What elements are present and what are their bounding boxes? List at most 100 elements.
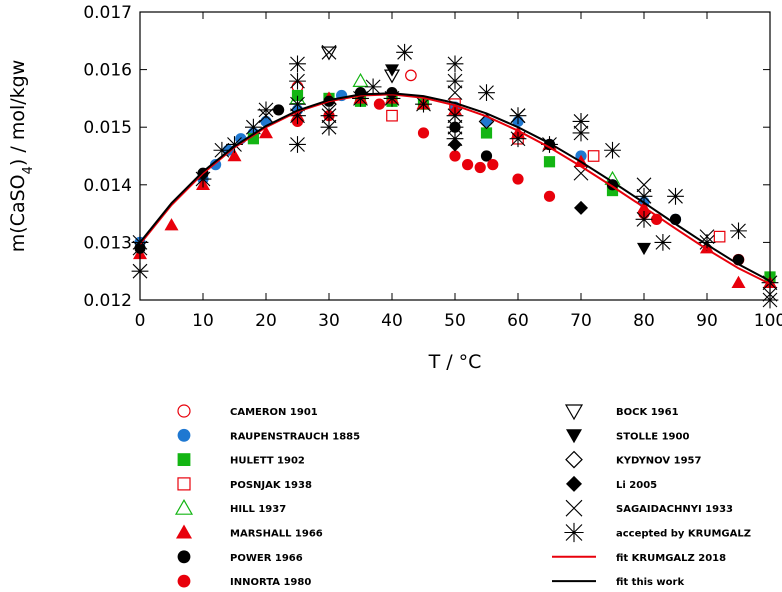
legend: CAMERON 1901 RAUPENSTRAUCH 1885 HULETT 190… xyxy=(174,404,751,588)
y-tick-label: 0.014 xyxy=(83,176,132,196)
data-point xyxy=(604,141,621,159)
x-tick-label: 90 xyxy=(696,311,718,331)
legend-entry: SAGAIDACHNYI 1933 xyxy=(565,499,733,517)
x-axis-title: T / °C xyxy=(428,351,482,373)
x-tick-label: 20 xyxy=(255,311,277,331)
data-point xyxy=(480,150,493,162)
x-tick-label: 0 xyxy=(135,311,146,331)
data-point xyxy=(654,234,672,251)
legend-entry: POSNJAK 1938 xyxy=(177,477,312,491)
data-point xyxy=(606,184,619,197)
data-point xyxy=(213,141,231,159)
legend-label: BOCK 1961 xyxy=(616,407,679,418)
data-point xyxy=(259,125,273,139)
data-point xyxy=(543,190,556,202)
legend-entry: fit KRUMGALZ 2018 xyxy=(552,553,726,564)
legend-entry: STOLLE 1900 xyxy=(566,429,689,444)
y-tick-label: 0.015 xyxy=(83,118,132,138)
data-point xyxy=(385,64,399,77)
y-axis-title-subscript: 4 xyxy=(21,166,36,174)
data-point xyxy=(731,275,746,288)
y-tick-label: 0.016 xyxy=(83,61,132,81)
legend-label: STOLLE 1900 xyxy=(616,431,689,442)
data-point xyxy=(509,130,527,148)
legend-marker xyxy=(177,477,191,491)
data-point xyxy=(247,133,259,145)
legend-marker xyxy=(174,498,194,515)
data-point xyxy=(446,72,464,90)
data-point xyxy=(320,118,338,136)
legend-entry: HULETT 1902 xyxy=(177,453,305,467)
data-point xyxy=(227,149,242,162)
data-point xyxy=(730,222,747,240)
legend-label: accepted by KRUMGALZ xyxy=(616,529,751,540)
data-point xyxy=(543,156,556,168)
legend-entry: KYDYNOV 1957 xyxy=(565,450,702,469)
data-point xyxy=(417,127,430,139)
data-point xyxy=(574,200,588,215)
legend-marker xyxy=(565,499,583,517)
legend-marker xyxy=(177,574,191,588)
legend-label: HULETT 1902 xyxy=(230,456,305,467)
legend-label: RAUPENSTRAUCH 1885 xyxy=(230,431,360,442)
y-axis-title-main: m(CaSO xyxy=(7,174,29,252)
data-point xyxy=(637,242,651,256)
legend-entry: fit this work xyxy=(552,577,684,588)
data-point xyxy=(320,107,338,125)
data-point xyxy=(291,89,304,102)
data-point xyxy=(289,136,306,153)
data-point xyxy=(698,234,716,251)
x-tick-label: 10 xyxy=(192,311,214,331)
data-point xyxy=(667,187,684,205)
data-point xyxy=(572,124,590,142)
legend-label: CAMERON 1901 xyxy=(230,407,318,418)
legend-marker xyxy=(566,429,582,444)
data-point xyxy=(487,159,499,171)
legend-entry: MARSHALL 1966 xyxy=(176,524,323,540)
legend-marker xyxy=(564,522,584,543)
y-tick-label: 0.012 xyxy=(83,291,132,311)
data-point xyxy=(572,113,590,130)
y-axis-title-tail: ) / mol/kgw xyxy=(7,60,29,166)
data-point xyxy=(447,85,463,101)
data-point xyxy=(415,95,432,113)
x-tick-label: 50 xyxy=(444,311,466,331)
data-point xyxy=(257,101,275,119)
data-point xyxy=(462,159,474,171)
legend-entry: INNORTA 1980 xyxy=(177,574,311,588)
data-point xyxy=(373,98,385,110)
legend-marker xyxy=(565,450,583,469)
data-point xyxy=(289,95,306,113)
legend-label: HILL 1937 xyxy=(230,504,286,515)
x-tick-label: 30 xyxy=(318,311,340,331)
data-point xyxy=(449,150,461,162)
data-point xyxy=(273,104,285,116)
data-point xyxy=(245,118,262,136)
data-point xyxy=(478,84,495,102)
data-point xyxy=(396,43,413,61)
data-point xyxy=(446,118,464,136)
data-point xyxy=(446,107,464,125)
legend-label: MARSHALL 1966 xyxy=(230,529,323,540)
data-point xyxy=(289,55,306,73)
data-point xyxy=(352,72,369,87)
data-point xyxy=(383,90,401,107)
data-point xyxy=(289,72,306,90)
legend-label: SAGAIDACHNYI 1933 xyxy=(616,504,733,515)
legend-marker xyxy=(177,453,191,466)
data-point xyxy=(713,230,726,243)
plot-area xyxy=(131,43,779,309)
legend-label: Li 2005 xyxy=(616,480,657,491)
data-point xyxy=(164,218,179,231)
legend-label: INNORTA 1980 xyxy=(230,577,311,588)
data-point xyxy=(386,109,398,122)
data-point xyxy=(541,136,558,153)
data-point xyxy=(405,69,417,82)
y-tick-label: 0.017 xyxy=(83,3,132,23)
data-point xyxy=(446,130,464,148)
y-axis-title: m(CaSO4) / mol/kgw xyxy=(7,60,36,252)
data-point xyxy=(480,127,493,139)
data-point xyxy=(289,107,306,125)
legend-marker xyxy=(176,524,192,539)
data-point xyxy=(509,107,527,125)
